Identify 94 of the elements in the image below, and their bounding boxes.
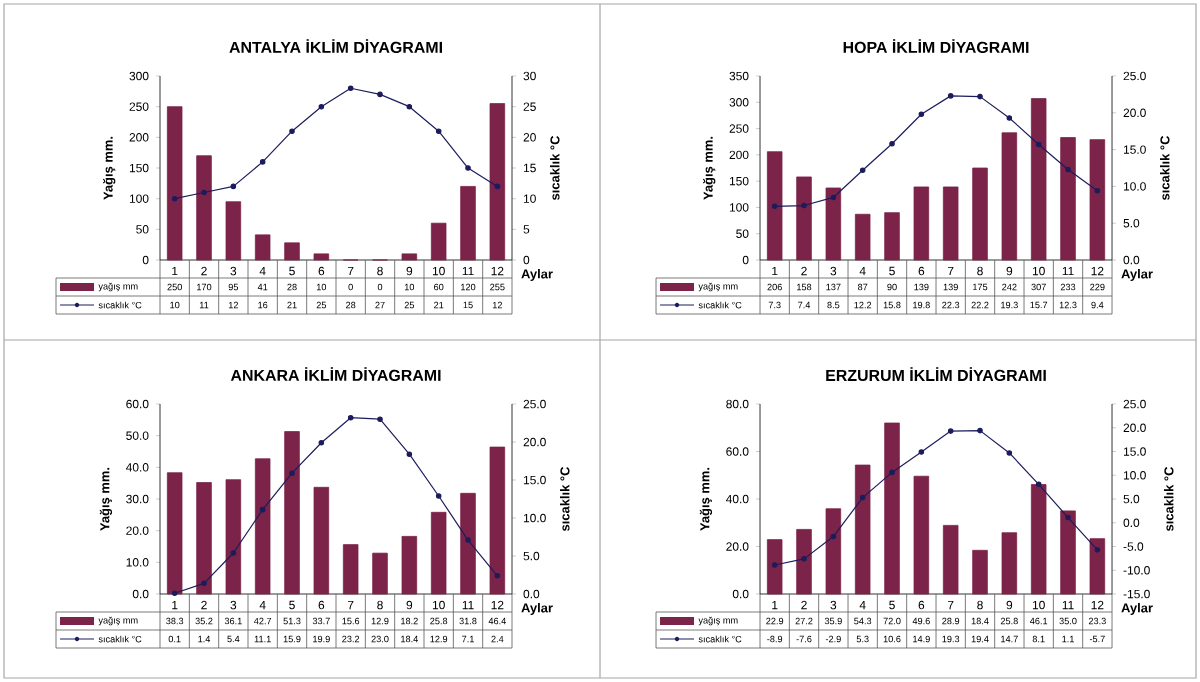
- bar: [1001, 132, 1018, 261]
- bar: [796, 529, 812, 595]
- bar: [913, 475, 930, 595]
- bar: [225, 479, 242, 595]
- bar: [460, 492, 476, 595]
- bar: [313, 486, 330, 595]
- point: [435, 128, 442, 134]
- point: [289, 470, 295, 476]
- bar: [342, 544, 359, 595]
- point: [771, 562, 778, 568]
- point: [201, 580, 207, 587]
- bar: [254, 458, 271, 595]
- point: [259, 159, 266, 165]
- bar: [766, 539, 783, 595]
- point: [801, 202, 807, 209]
- bar: [1030, 484, 1047, 595]
- point: [1065, 514, 1071, 521]
- bar: [1030, 98, 1047, 261]
- point: [1094, 188, 1101, 194]
- bar: [430, 222, 447, 261]
- point: [1006, 450, 1013, 456]
- point: [830, 194, 837, 201]
- bar: [825, 187, 842, 261]
- point: [201, 189, 207, 196]
- bar: [196, 155, 212, 261]
- point: [465, 165, 471, 171]
- bar: [489, 103, 506, 261]
- point: [377, 416, 383, 423]
- point: [977, 93, 983, 100]
- bar: [913, 186, 930, 261]
- point: [289, 128, 295, 134]
- bar: [854, 464, 871, 595]
- point: [1035, 481, 1042, 488]
- point: [977, 427, 983, 434]
- point: [347, 85, 354, 92]
- bar: [196, 482, 212, 595]
- bar: [796, 176, 812, 261]
- bar: [1001, 532, 1018, 595]
- point: [918, 111, 925, 118]
- point: [377, 91, 383, 98]
- point: [1094, 547, 1101, 553]
- bar: [1089, 538, 1106, 595]
- point: [859, 167, 866, 174]
- bar: [401, 535, 418, 595]
- point: [918, 449, 925, 455]
- bar: [166, 106, 183, 261]
- bar: [942, 524, 959, 595]
- bar: [854, 213, 871, 261]
- point: [435, 493, 442, 499]
- bar: [460, 186, 476, 261]
- bar: [254, 234, 271, 261]
- point: [259, 506, 266, 513]
- bar: [1060, 137, 1076, 261]
- point: [494, 183, 501, 190]
- bar: [1089, 139, 1106, 261]
- point: [171, 590, 178, 597]
- bar: [284, 242, 300, 261]
- point: [859, 494, 866, 501]
- bar: [489, 446, 506, 595]
- bar: [972, 167, 988, 261]
- point: [318, 103, 325, 110]
- bar: [884, 422, 900, 595]
- point: [230, 183, 237, 190]
- point: [830, 533, 837, 540]
- bar: [430, 511, 447, 595]
- point: [318, 439, 325, 446]
- point: [171, 195, 178, 202]
- bar: [825, 508, 842, 595]
- bar: [313, 253, 330, 261]
- bar: [972, 549, 988, 595]
- point: [889, 469, 895, 476]
- point: [801, 556, 807, 562]
- point: [771, 203, 778, 210]
- bar: [372, 552, 388, 595]
- bar: [284, 431, 300, 595]
- point: [347, 414, 354, 421]
- bar: [942, 186, 959, 261]
- bar: [1060, 510, 1076, 595]
- bar: [766, 151, 783, 261]
- bar: [166, 472, 183, 595]
- point: [406, 103, 413, 110]
- bar: [884, 212, 900, 261]
- bar: [225, 201, 242, 261]
- point: [494, 572, 501, 579]
- point: [947, 93, 954, 99]
- bar: [401, 253, 418, 261]
- point: [1035, 141, 1042, 148]
- point: [947, 428, 954, 434]
- point: [1006, 115, 1013, 121]
- point: [889, 140, 895, 147]
- point: [406, 451, 413, 457]
- point: [230, 550, 237, 556]
- point: [1065, 166, 1071, 173]
- point: [465, 537, 471, 543]
